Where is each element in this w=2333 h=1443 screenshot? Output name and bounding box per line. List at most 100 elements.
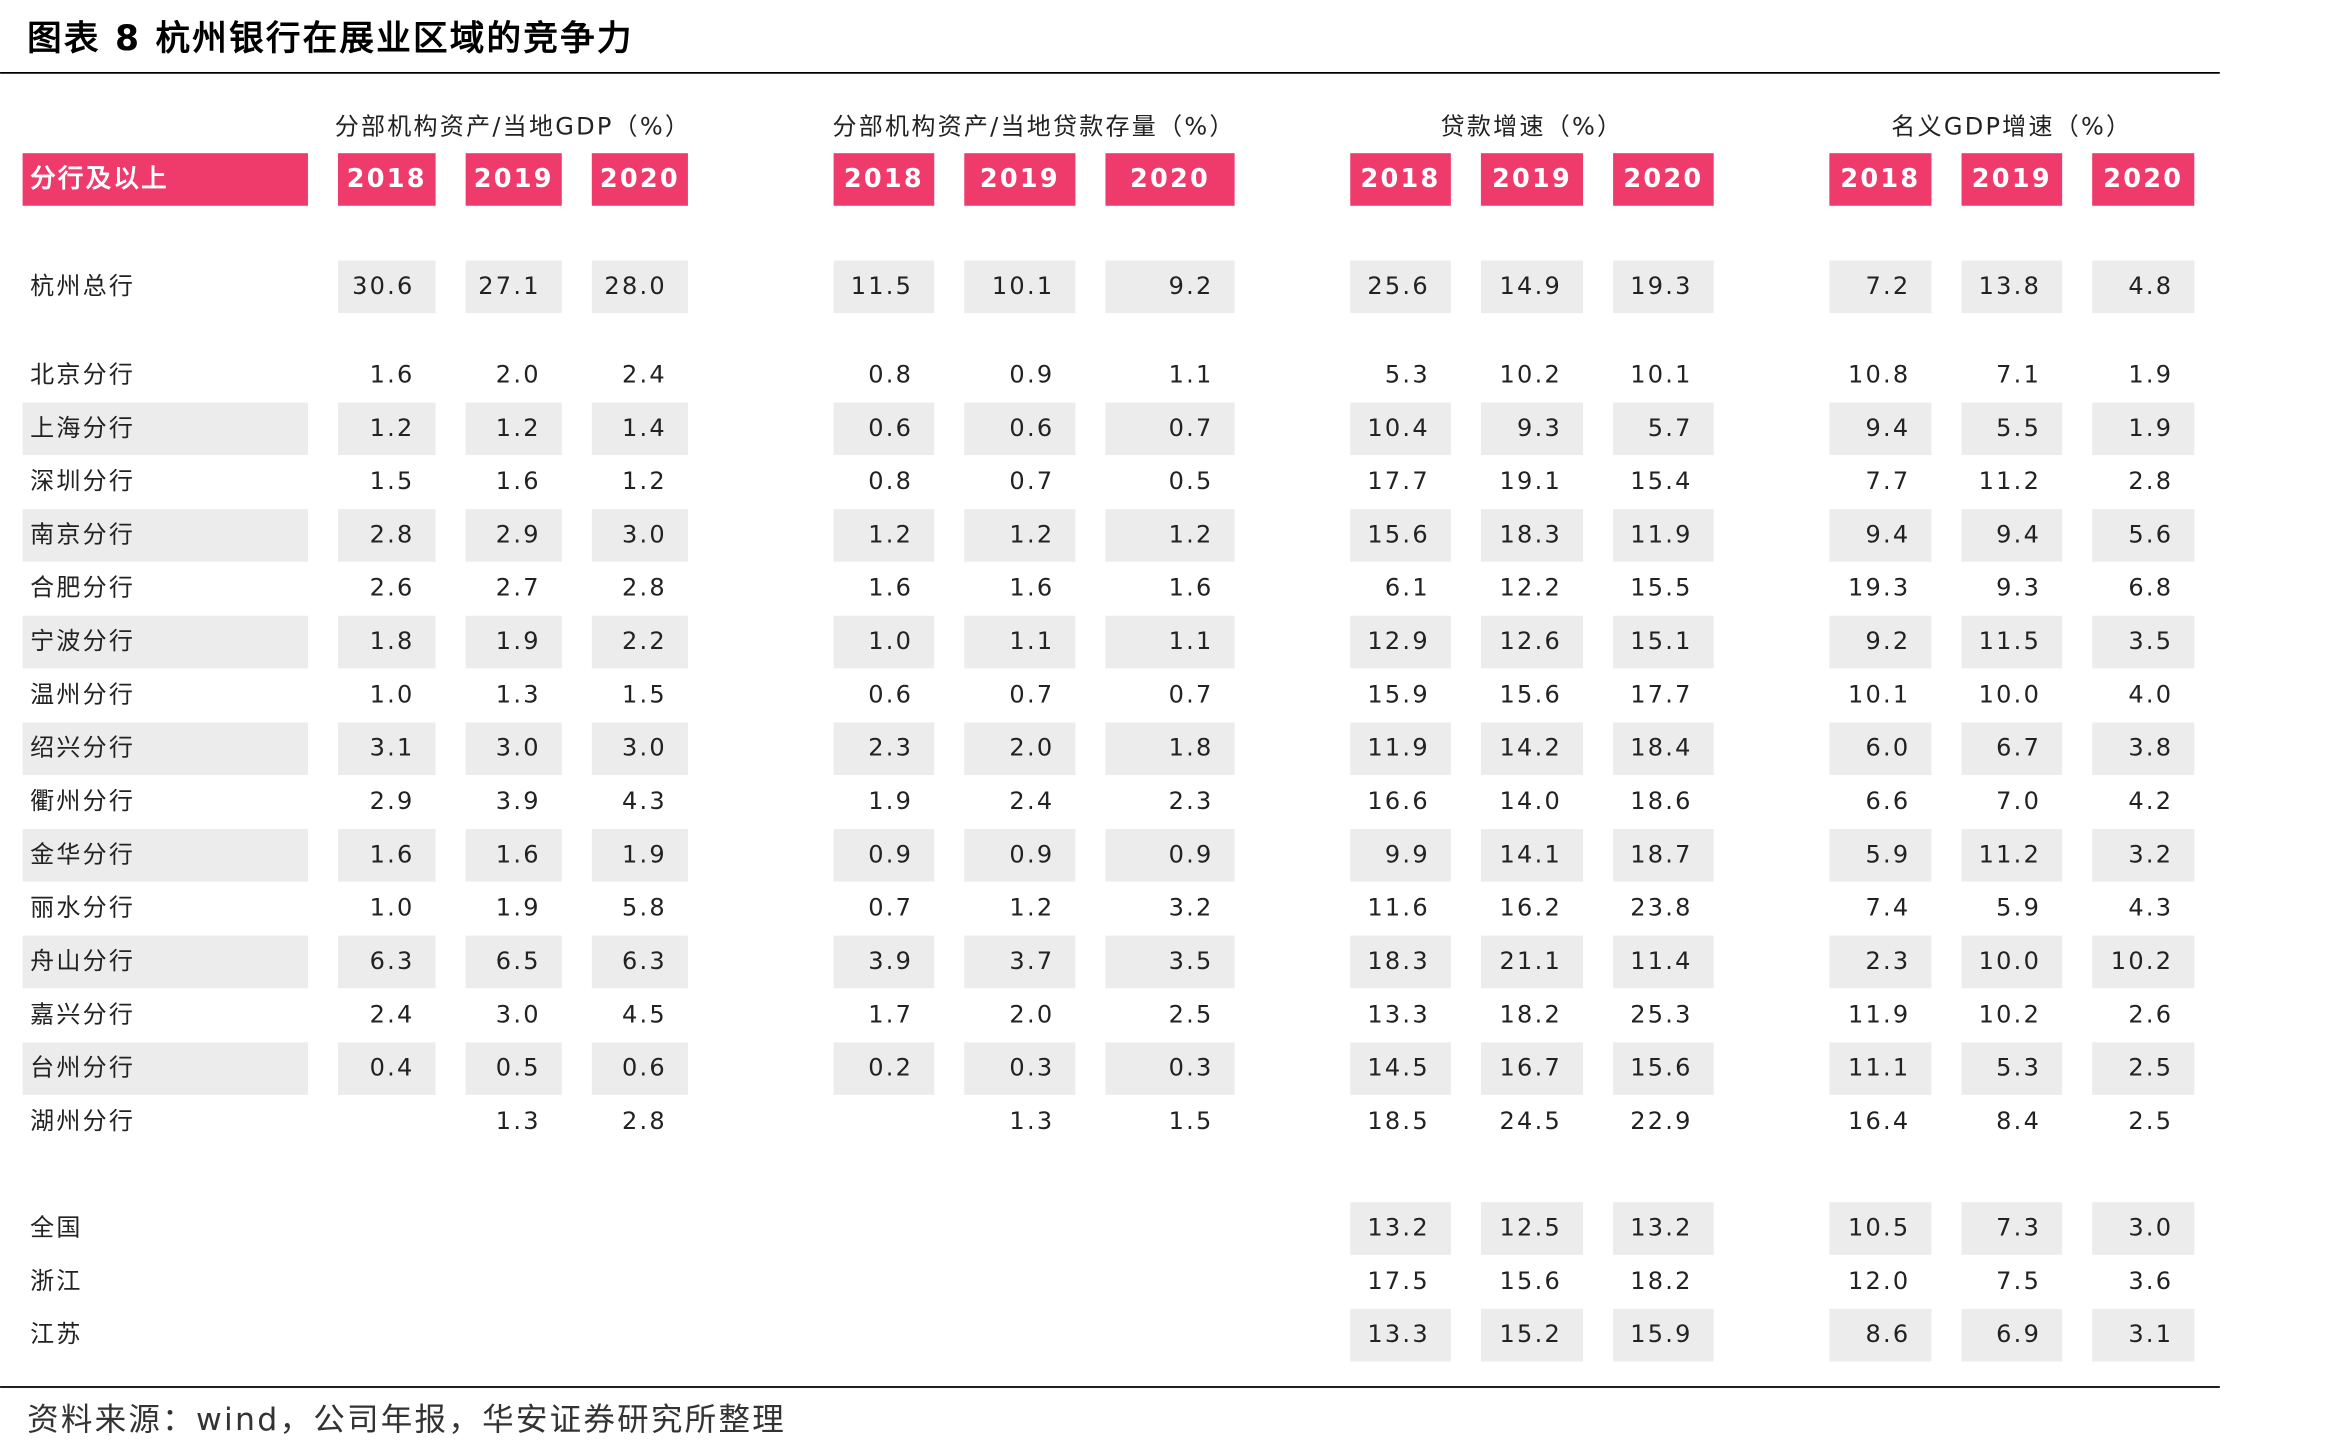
- cell-value: 13.2: [1367, 1214, 1429, 1242]
- cell-value: 2.3: [868, 734, 913, 762]
- header-year: 2019: [474, 164, 554, 194]
- cell-value: 8.4: [1996, 1107, 2041, 1135]
- cell-value: 1.5: [370, 467, 415, 495]
- cell-value: 1.5: [622, 680, 667, 708]
- header-cell: [1829, 153, 1932, 206]
- cell-value: 7.2: [1865, 272, 1910, 300]
- header-label: 分行及以上: [30, 164, 169, 194]
- cell-bg: [2092, 509, 2195, 562]
- cell-bg: [833, 722, 935, 775]
- cell-value: 12.2: [1500, 574, 1562, 602]
- cell-bg: [964, 402, 1076, 456]
- cell-value: 2.8: [370, 520, 415, 548]
- cell-bg: [1829, 935, 1932, 989]
- header-cell: [1480, 153, 1584, 206]
- cell-value: 7.1: [1996, 360, 2041, 388]
- cell-bg: [964, 260, 1076, 314]
- cell-bg: [1105, 260, 1235, 314]
- header-cell: [964, 153, 1076, 206]
- cell-value: 4.3: [622, 787, 667, 815]
- cell-value: 1.3: [496, 1107, 541, 1135]
- cell-bg: [1350, 260, 1451, 314]
- cell-bg: [1961, 1308, 2063, 1362]
- cell-bg: [1829, 402, 1932, 456]
- row-name: 宁波分行: [30, 627, 135, 655]
- cell-value: 3.1: [2128, 1320, 2173, 1348]
- cell-value: 9.4: [1865, 414, 1910, 442]
- cell-value: 13.2: [1630, 1214, 1692, 1242]
- cell-value: 0.9: [1009, 360, 1054, 388]
- cell-value: 15.9: [1367, 680, 1429, 708]
- header-cell: [465, 153, 562, 206]
- cell-bg: [1829, 1202, 1932, 1255]
- cell-value: 1.2: [1169, 520, 1214, 548]
- cell-bg: [591, 935, 688, 989]
- cell-value: 18.2: [1500, 1000, 1562, 1028]
- cell-bg: [591, 1042, 688, 1095]
- row-name: 嘉兴分行: [30, 1000, 135, 1028]
- cell-bg: [833, 1042, 935, 1095]
- cell-bg: [337, 402, 436, 456]
- cell-value: 0.8: [868, 467, 913, 495]
- cell-value: 1.6: [868, 574, 913, 602]
- cell-value: 19.1: [1500, 467, 1562, 495]
- row-name: 南京分行: [30, 520, 135, 548]
- cell-bg: [22, 615, 308, 669]
- cell-value: 9.2: [1865, 627, 1910, 655]
- cell-value: 4.8: [2128, 272, 2173, 300]
- cell-value: 0.8: [868, 360, 913, 388]
- cell-value: 2.9: [370, 787, 415, 815]
- cell-bg: [1829, 722, 1932, 775]
- cell-value: 10.2: [1500, 360, 1562, 388]
- cell-value: 23.8: [1630, 894, 1692, 922]
- cell-value: 0.5: [1169, 467, 1214, 495]
- header-cell: [1613, 153, 1714, 206]
- cell-bg: [1105, 509, 1235, 562]
- cell-bg: [1105, 402, 1235, 456]
- cell-value: 24.5: [1500, 1107, 1562, 1135]
- cell-bg: [337, 615, 436, 669]
- cell-bg: [1961, 260, 2063, 314]
- cell-value: 4.2: [2128, 787, 2173, 815]
- cell-bg: [337, 509, 436, 562]
- cell-value: 15.2: [1500, 1320, 1562, 1348]
- cell-value: 1.9: [622, 840, 667, 868]
- cell-bg: [1480, 829, 1584, 882]
- cell-bg: [22, 1042, 308, 1095]
- cell-bg: [1350, 615, 1451, 669]
- cell-bg: [2092, 260, 2195, 314]
- row-name: 全国: [30, 1214, 83, 1242]
- cell-bg: [465, 829, 562, 882]
- cell-value: 11.5: [1979, 627, 2041, 655]
- cell-value: 11.5: [851, 272, 913, 300]
- cell-value: 17.7: [1367, 467, 1429, 495]
- cell-bg: [2092, 829, 2195, 882]
- cell-value: 1.9: [496, 627, 541, 655]
- cell-value: 3.0: [496, 734, 541, 762]
- cell-value: 1.2: [622, 467, 667, 495]
- cell-value: 0.5: [496, 1054, 541, 1082]
- cell-value: 0.7: [1169, 414, 1214, 442]
- cell-value: 15.6: [1367, 520, 1429, 548]
- row-name: 温州分行: [30, 680, 135, 708]
- cell-value: 7.5: [1996, 1267, 2041, 1295]
- header-year: 2018: [1361, 164, 1441, 194]
- cell-value: 14.5: [1367, 1054, 1429, 1082]
- cell-bg: [1613, 1042, 1714, 1095]
- cell-value: 6.3: [622, 947, 667, 975]
- cell-bg: [1480, 935, 1584, 989]
- cell-bg: [22, 402, 308, 456]
- header-year: 2019: [1972, 164, 2052, 194]
- cell-value: 21.1: [1500, 947, 1562, 975]
- cell-value: 8.6: [1865, 1320, 1910, 1348]
- cell-value: 3.1: [370, 734, 415, 762]
- cell-value: 6.9: [1996, 1320, 2041, 1348]
- cell-value: 9.4: [1996, 520, 2041, 548]
- cell-bg: [964, 829, 1076, 882]
- cell-bg: [833, 260, 935, 314]
- cell-value: 2.0: [1009, 734, 1054, 762]
- cell-value: 2.3: [1865, 947, 1910, 975]
- cell-value: 2.8: [622, 574, 667, 602]
- cell-value: 3.8: [2128, 734, 2173, 762]
- header-year: 2020: [1130, 164, 1210, 194]
